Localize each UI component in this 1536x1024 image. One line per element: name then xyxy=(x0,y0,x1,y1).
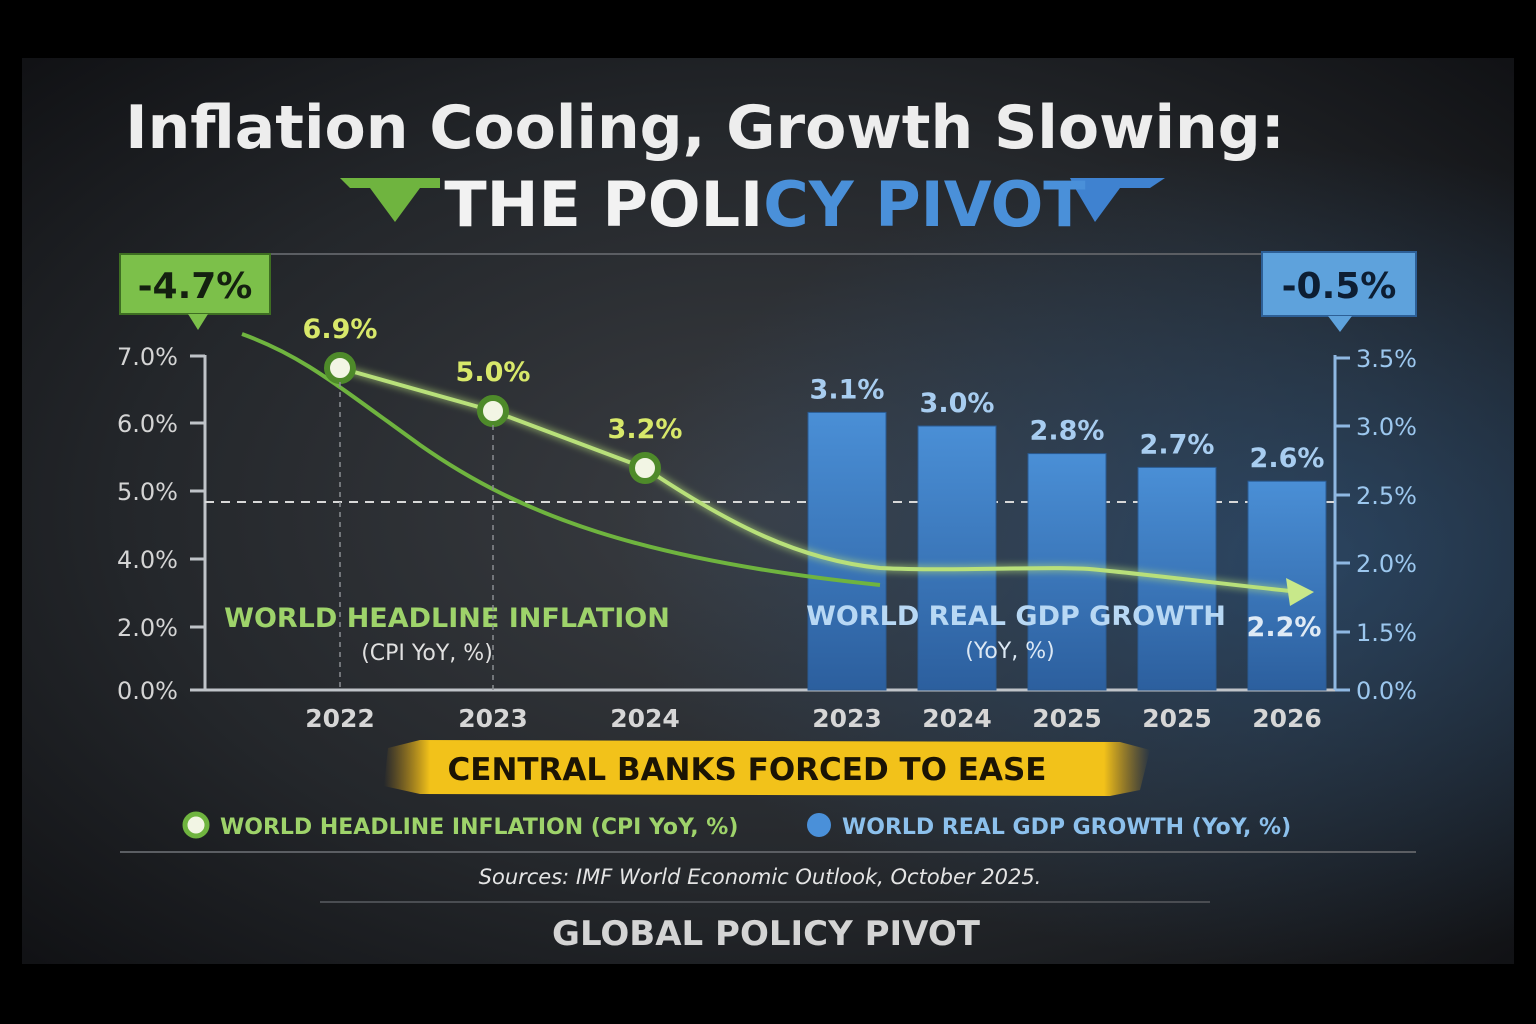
legend-gdp-marker xyxy=(807,813,831,837)
left-tick-label: 5.0% xyxy=(117,478,178,506)
inflation-series-label: WORLD HEADLINE INFLATION xyxy=(224,603,670,634)
x-tick-label-inflation: 2022 xyxy=(305,704,375,733)
right-tick-label: 3.0% xyxy=(1356,413,1417,441)
legend: WORLD HEADLINE INFLATION (CPI YoY, %) WO… xyxy=(182,811,1291,840)
callout-right-value: -0.5% xyxy=(1282,266,1397,307)
inflation-point xyxy=(477,395,509,427)
left-tick-label: 6.0% xyxy=(117,410,178,438)
x-tick-label-gdp: 2025 xyxy=(1142,704,1212,733)
arrow-down-green-icon xyxy=(340,178,440,222)
arrow-down-blue-icon xyxy=(1070,178,1165,222)
gdp-bar xyxy=(1027,453,1107,691)
gdp-bar-value-label: 2.7% xyxy=(1140,429,1215,460)
x-tick-label-gdp: 2026 xyxy=(1252,704,1322,733)
gdp-bar xyxy=(807,411,887,691)
inflation-point-label: 3.2% xyxy=(608,414,683,445)
subtitle-part-white: THE POLI xyxy=(444,168,763,241)
left-y-ticks: 0.0% 2.0% 4.0% 5.0% 6.0% 7.0% xyxy=(117,343,205,705)
legend-inflation-marker xyxy=(182,811,210,839)
left-tick-label: 4.0% xyxy=(117,546,178,574)
right-tick-label: 2.0% xyxy=(1356,550,1417,578)
central-banks-banner: CENTRAL BANKS FORCED TO EASE xyxy=(384,740,1150,796)
legend-inflation-label: WORLD HEADLINE INFLATION (CPI YoY, %) xyxy=(220,815,738,840)
inflation-primary-line xyxy=(339,366,1301,594)
x-tick-label-gdp: 2024 xyxy=(922,704,992,733)
x-tick-label-inflation: 2023 xyxy=(458,704,528,733)
x-axis-labels: 2022 2023 2024 2023 2024 2025 2025 2026 xyxy=(305,704,1322,733)
gdp-bar xyxy=(1247,480,1327,691)
source-note: Sources: IMF World Economic Outlook, Oct… xyxy=(479,865,1042,889)
gdp-bar-value-label: 3.0% xyxy=(920,388,995,419)
left-tick-label: 2.0% xyxy=(117,614,178,642)
gdp-bar-value-label: 3.1% xyxy=(810,374,885,405)
chart-subtitle: THE POLICY PIVOT xyxy=(444,168,1085,241)
gdp-bar-value-label: 2.6% xyxy=(1250,443,1325,474)
callout-right: -0.5% xyxy=(1261,251,1417,332)
subtitle-part-blue: CY PIVOT xyxy=(763,168,1085,241)
footer-title: GLOBAL POLICY PIVOT xyxy=(552,914,981,954)
inflation-point-label: 6.9% xyxy=(303,314,378,345)
inflation-point-label: 5.0% xyxy=(456,357,531,388)
gdp-trend-end-label: 2.2% xyxy=(1247,612,1322,643)
gdp-series-unit: (YoY, %) xyxy=(965,639,1054,664)
trend-arrowhead-icon xyxy=(1286,578,1314,606)
callout-left: -4.7% xyxy=(119,253,271,330)
inflation-secondary-line xyxy=(241,332,881,587)
right-tick-label: 0.0% xyxy=(1356,677,1417,705)
gdp-bar xyxy=(917,425,997,691)
left-tick-label: 7.0% xyxy=(117,343,178,371)
left-tick-label: 0.0% xyxy=(117,677,178,705)
callout-left-value: -4.7% xyxy=(138,266,253,307)
legend-gdp-label: WORLD REAL GDP GROWTH (YoY, %) xyxy=(842,815,1291,840)
inflation-point xyxy=(629,452,661,484)
right-tick-label: 2.5% xyxy=(1356,482,1417,510)
chart-title: Inflation Cooling, Growth Slowing: xyxy=(125,93,1284,163)
x-tick-label-inflation: 2024 xyxy=(610,704,680,733)
inflation-point xyxy=(324,352,356,384)
inflation-lines: 6.9% 5.0% 3.2% xyxy=(241,314,1314,690)
gdp-bar-value-label: 2.8% xyxy=(1030,416,1105,447)
x-tick-label-gdp: 2023 xyxy=(812,704,882,733)
gdp-series-label: WORLD REAL GDP GROWTH xyxy=(806,601,1226,632)
banner-text: CENTRAL BANKS FORCED TO EASE xyxy=(448,752,1047,788)
right-tick-label: 1.5% xyxy=(1356,619,1417,647)
right-y-ticks: 0.0% 1.5% 2.0% 2.5% 3.0% 3.5% xyxy=(1335,345,1417,705)
x-tick-label-gdp: 2025 xyxy=(1032,704,1102,733)
inflation-series-unit: (CPI YoY, %) xyxy=(361,641,493,666)
right-tick-label: 3.5% xyxy=(1356,345,1417,373)
